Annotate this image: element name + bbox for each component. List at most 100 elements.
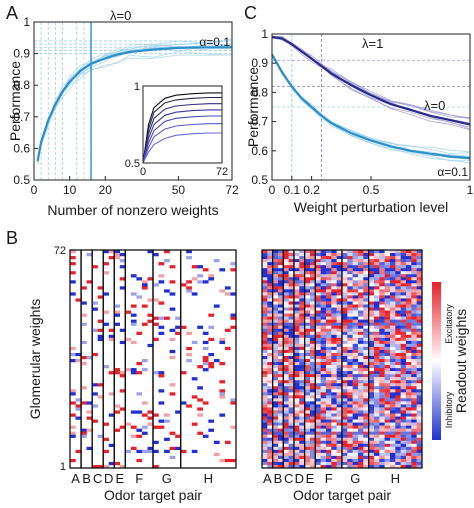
- heatmap-cell: [331, 434, 337, 438]
- heatmap-cell: [411, 256, 417, 260]
- heatmap-group-border: [180, 249, 237, 469]
- heatmap-cell: [331, 304, 337, 308]
- heatmap-cell: [358, 331, 364, 335]
- heatmap-cell: [326, 253, 332, 257]
- heatmap-cell: [416, 374, 423, 378]
- heatmap-cell: [368, 325, 375, 329]
- heatmap-cell: [315, 259, 321, 263]
- heatmap-cell: [352, 455, 359, 460]
- heatmap-cell: [400, 362, 407, 366]
- heatmap-cell: [299, 452, 305, 457]
- heatmap-cell: [395, 422, 401, 426]
- heatmap-cell: [320, 371, 327, 375]
- heatmap-cell: [304, 389, 311, 393]
- heatmap-cell: [283, 443, 289, 448]
- heatmap-cell: [384, 304, 391, 308]
- panel-a-y-tick-label: 0.6: [13, 141, 30, 155]
- heatmap-cell: [400, 274, 407, 278]
- heatmap-cell: [336, 271, 343, 275]
- heatmap-cell: [379, 431, 385, 435]
- heatmap-cell: [406, 389, 412, 393]
- heatmap-cell: [108, 392, 115, 396]
- heatmap-cell: [230, 398, 237, 402]
- heatmap-cell: [315, 458, 321, 463]
- heatmap-cell: [272, 407, 279, 411]
- heatmap-cell: [336, 455, 343, 460]
- heatmap-cell: [336, 283, 343, 287]
- heatmap-cell: [326, 428, 332, 432]
- heatmap-cell: [368, 386, 375, 390]
- heatmap-cell: [141, 280, 148, 284]
- heatmap-cell: [379, 352, 385, 357]
- heatmap-cell: [384, 334, 391, 339]
- heatmap-cell: [267, 277, 273, 281]
- heatmap-cell: [299, 268, 305, 272]
- heatmap-cell: [352, 377, 359, 381]
- heatmap-cell: [358, 274, 364, 278]
- heatmap-cell: [288, 250, 295, 254]
- heatmap-cell: [390, 328, 396, 332]
- heatmap-cell: [114, 461, 120, 466]
- heatmap-cell: [267, 449, 273, 454]
- heatmap-cell: [400, 328, 407, 332]
- heatmap-cell: [406, 253, 412, 257]
- heatmap-cell: [175, 434, 181, 438]
- heatmap-cell: [310, 337, 316, 342]
- heatmap-cell: [390, 316, 396, 320]
- heatmap-cell: [336, 422, 343, 426]
- heatmap-cell: [164, 419, 170, 423]
- heatmap-cell: [304, 410, 311, 414]
- heatmap-cell: [304, 271, 311, 275]
- heatmap-cell: [347, 259, 353, 263]
- heatmap-cell: [278, 340, 284, 345]
- heatmap-cell: [299, 449, 305, 454]
- heatmap-cell: [400, 389, 407, 393]
- heatmap-cell: [119, 340, 126, 345]
- heatmap-cell: [352, 431, 359, 435]
- heatmap-cell: [262, 307, 268, 311]
- heatmap-cell: [331, 328, 337, 332]
- heatmap-cell: [347, 386, 353, 390]
- heatmap-cell: [363, 271, 369, 275]
- heatmap-cell: [283, 455, 289, 460]
- heatmap-cell: [191, 265, 198, 269]
- heatmap-cell: [331, 307, 337, 311]
- heatmap-cell: [406, 383, 412, 387]
- heatmap-cell: [175, 325, 181, 329]
- panel-b-right-x-axis-label: Odor target pair: [293, 487, 391, 503]
- heatmap-cell: [283, 316, 289, 320]
- heatmap-cell: [288, 331, 295, 335]
- heatmap-cell: [406, 425, 412, 429]
- heatmap-cell: [374, 380, 380, 384]
- category-label-e: E: [115, 471, 124, 486]
- heatmap-cell: [136, 392, 143, 396]
- heatmap-cell: [283, 250, 289, 254]
- heatmap-cell: [363, 256, 369, 260]
- heatmap-cell: [278, 410, 284, 414]
- heatmap-cell: [320, 407, 327, 411]
- heatmap-cell: [411, 277, 417, 281]
- heatmap-cell: [262, 434, 268, 438]
- heatmap-cell: [304, 464, 311, 469]
- heatmap-cell: [278, 286, 284, 290]
- heatmap-cell: [326, 316, 332, 320]
- heatmap-cell: [416, 328, 423, 332]
- heatmap-cell: [310, 362, 316, 366]
- heatmap-cell: [310, 416, 316, 420]
- heatmap-cell: [342, 316, 348, 320]
- heatmap-cell: [294, 310, 300, 314]
- panel-a-inset-ticks: 0.510 72: [125, 81, 228, 178]
- heatmap-cell: [267, 371, 273, 375]
- heatmap-cell: [288, 286, 295, 290]
- heatmap-cell: [262, 259, 268, 263]
- heatmap-cell: [272, 298, 279, 302]
- panel-letter-c: C: [244, 3, 257, 23]
- heatmap-cell: [352, 271, 359, 275]
- heatmap-cell: [288, 452, 295, 457]
- heatmap-cell: [384, 446, 391, 451]
- heatmap-cell: [342, 307, 348, 311]
- panel-a-y-tick-label: 0.9: [13, 47, 30, 61]
- heatmap-cell: [224, 286, 231, 290]
- heatmap-cell: [125, 310, 132, 314]
- heatmap-cell: [283, 446, 289, 451]
